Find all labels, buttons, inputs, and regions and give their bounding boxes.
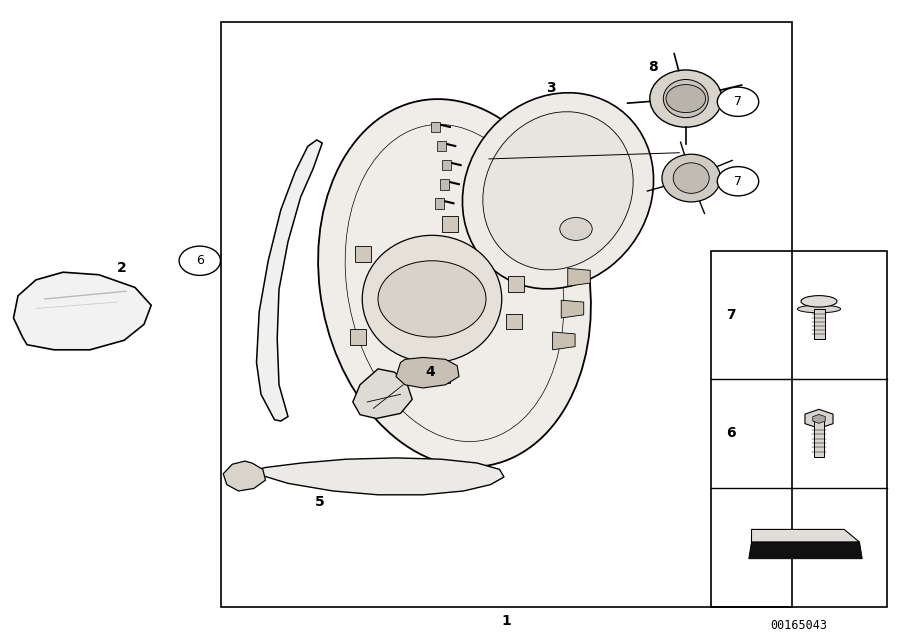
Polygon shape bbox=[254, 458, 504, 495]
Bar bbox=[355, 246, 371, 262]
Circle shape bbox=[717, 167, 759, 196]
Bar bbox=[350, 329, 366, 345]
Ellipse shape bbox=[662, 154, 721, 202]
Circle shape bbox=[378, 261, 486, 337]
Text: 8: 8 bbox=[649, 60, 658, 74]
Bar bbox=[508, 276, 524, 292]
Text: 7: 7 bbox=[734, 175, 742, 188]
Bar bbox=[431, 122, 440, 132]
Polygon shape bbox=[553, 332, 575, 350]
Bar bbox=[442, 160, 451, 170]
Polygon shape bbox=[813, 415, 825, 424]
Polygon shape bbox=[353, 369, 412, 418]
Bar bbox=[436, 141, 446, 151]
Polygon shape bbox=[562, 300, 584, 318]
Polygon shape bbox=[805, 410, 833, 429]
Polygon shape bbox=[223, 461, 266, 491]
Ellipse shape bbox=[463, 93, 653, 289]
Text: 7: 7 bbox=[726, 308, 735, 322]
Polygon shape bbox=[752, 529, 860, 542]
Text: 00165043: 00165043 bbox=[770, 619, 827, 632]
Text: 7: 7 bbox=[734, 95, 742, 108]
Ellipse shape bbox=[797, 305, 841, 313]
Polygon shape bbox=[571, 237, 593, 254]
Text: 6: 6 bbox=[726, 426, 735, 440]
Text: 4: 4 bbox=[426, 365, 435, 379]
Text: 3: 3 bbox=[546, 81, 555, 95]
Bar bbox=[814, 309, 825, 340]
Ellipse shape bbox=[362, 235, 502, 363]
Bar bbox=[506, 314, 522, 329]
Polygon shape bbox=[256, 140, 322, 421]
Polygon shape bbox=[568, 268, 590, 286]
Ellipse shape bbox=[482, 112, 634, 270]
Polygon shape bbox=[396, 357, 459, 388]
Circle shape bbox=[560, 218, 592, 240]
Text: 2: 2 bbox=[117, 261, 126, 275]
Ellipse shape bbox=[650, 70, 722, 127]
Ellipse shape bbox=[663, 80, 708, 118]
Circle shape bbox=[179, 246, 220, 275]
Ellipse shape bbox=[801, 296, 837, 307]
Bar bbox=[814, 418, 824, 457]
Bar bbox=[711, 251, 886, 607]
Bar bbox=[442, 216, 458, 232]
Bar bbox=[434, 367, 450, 383]
Bar bbox=[440, 179, 449, 190]
Polygon shape bbox=[14, 272, 151, 350]
Circle shape bbox=[717, 87, 759, 116]
Bar bbox=[435, 198, 444, 209]
Polygon shape bbox=[749, 542, 862, 558]
Ellipse shape bbox=[673, 163, 709, 193]
Circle shape bbox=[666, 85, 706, 113]
Text: 1: 1 bbox=[501, 614, 511, 628]
Text: 5: 5 bbox=[315, 495, 324, 509]
Ellipse shape bbox=[318, 99, 591, 467]
Bar bbox=[220, 22, 792, 607]
Polygon shape bbox=[569, 205, 591, 223]
Text: 6: 6 bbox=[196, 254, 203, 267]
